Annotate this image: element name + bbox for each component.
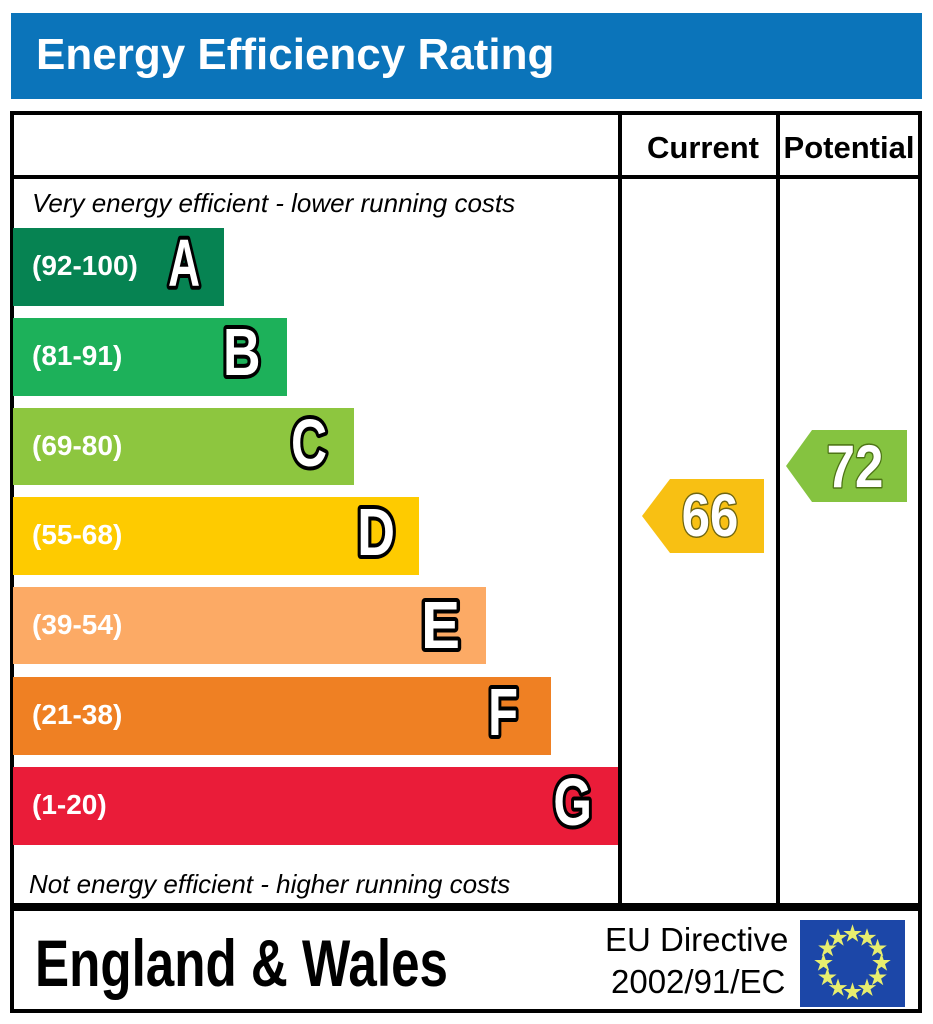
svg-text:(21-38): (21-38) xyxy=(32,699,122,730)
svg-text:EU Directive: EU Directive xyxy=(605,921,788,958)
svg-text:(39-54): (39-54) xyxy=(32,609,122,640)
svg-text:A: A xyxy=(168,227,200,301)
svg-text:(55-68): (55-68) xyxy=(32,519,122,550)
svg-text:Very energy efficient - lower: Very energy efficient - lower running co… xyxy=(32,188,515,218)
svg-text:Energy Efficiency Rating: Energy Efficiency Rating xyxy=(36,30,554,79)
svg-text:D: D xyxy=(357,495,395,570)
svg-text:E: E xyxy=(421,588,460,663)
svg-text:Current: Current xyxy=(647,130,759,165)
svg-text:66: 66 xyxy=(682,482,739,549)
svg-text:G: G xyxy=(553,766,592,840)
svg-text:(92-100): (92-100) xyxy=(32,250,138,281)
svg-text:2002/91/EC: 2002/91/EC xyxy=(611,963,785,1000)
svg-text:B: B xyxy=(223,315,260,390)
svg-text:C: C xyxy=(291,406,327,481)
svg-text:F: F xyxy=(488,676,518,750)
svg-text:(69-80): (69-80) xyxy=(32,430,122,461)
svg-text:Not energy efficient - higher: Not energy efficient - higher running co… xyxy=(29,869,510,899)
svg-text:Potential: Potential xyxy=(784,130,915,165)
svg-text:England & Wales: England & Wales xyxy=(35,927,448,1001)
svg-text:(1-20): (1-20) xyxy=(32,789,107,820)
svg-text:72: 72 xyxy=(827,433,884,500)
svg-text:(81-91): (81-91) xyxy=(32,340,122,371)
